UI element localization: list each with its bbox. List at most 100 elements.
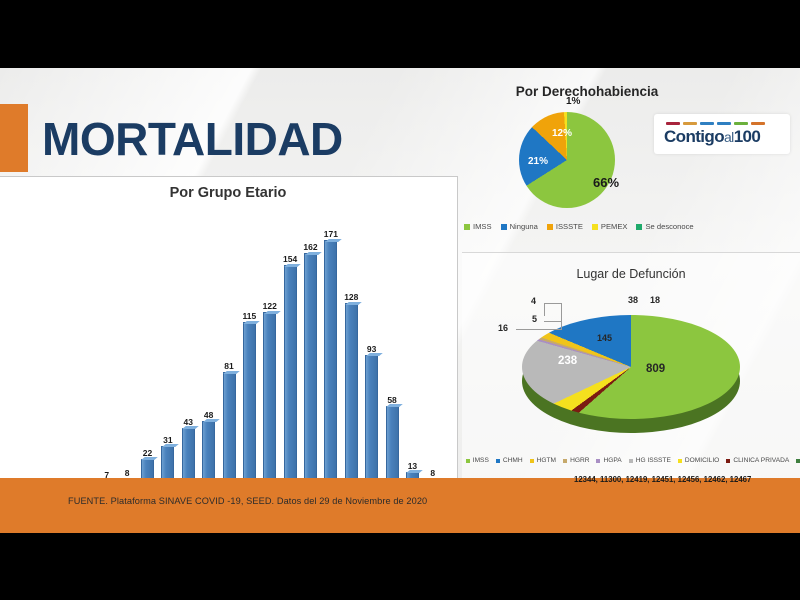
pie-slice-label-clinica-privada: 18 [650, 295, 661, 305]
bar-rect [283, 265, 297, 491]
pie-slice-label-ninguna: 21% [528, 156, 549, 167]
legend-item: CLINICA PRIVADA [726, 457, 789, 464]
legend-label: HGRR [570, 457, 590, 464]
bar-column: 162 [301, 209, 321, 491]
pie-slice-label-pemex: 1% [566, 96, 581, 107]
legend-swatch [796, 458, 800, 463]
legend-swatch [465, 458, 470, 463]
bar-value-label: 115 [242, 311, 257, 322]
legend-label: DOMICILIO [684, 457, 720, 464]
leader-line-hgpa-v [561, 303, 562, 329]
bar-column: 122 [260, 209, 280, 491]
legend-item: CHMH [495, 457, 523, 464]
legend-item: IMSS [464, 222, 492, 231]
bar-column: 48 [199, 209, 219, 491]
bar-value-label: 31 [163, 434, 173, 445]
legend-swatch [529, 458, 534, 463]
bar-rect [324, 240, 338, 491]
legend-item: HG ISSSTE [628, 457, 671, 464]
legend-swatch [628, 458, 633, 463]
lugar-defuncion-legend: IMSS CHMH HGTM HGRR HGPA HG ISSSTE DOMICILIO CL… [465, 457, 800, 464]
footer-codes-text: 12344, 11300, 12419, 12451, 12456, 12462… [574, 475, 752, 484]
legend-swatch [495, 458, 500, 463]
derechohabiencia-legend: IMSS Ninguna ISSSTE PEMEX Se desconoce [464, 222, 764, 231]
bar-chart-title: Por Grupo Etario [169, 185, 287, 201]
bar-column: 7 [97, 209, 117, 491]
pie-slice-label-imss: 809 [646, 363, 666, 375]
legend-item: ISSSTE [546, 222, 583, 231]
footer-band [0, 478, 800, 533]
bar-value-label: 122 [262, 301, 277, 312]
logo-dash [683, 122, 697, 125]
legend-label: Ninguna [509, 222, 538, 231]
presentation-slide: MORTALIDAD Por Grupo Etario 321378223143… [0, 68, 800, 533]
legend-item: HGTM [529, 457, 556, 464]
bar-column: 1 [56, 209, 76, 491]
lugar-defuncion-title: Lugar de Defunción [576, 267, 686, 281]
pie-slice-label-hgrr: 5 [532, 314, 538, 324]
bar-value-label: 154 [283, 254, 298, 265]
legend-swatch [591, 223, 598, 230]
bar-column: 81 [219, 209, 239, 491]
bar-rect [365, 354, 379, 491]
legend-swatch [500, 223, 507, 230]
legend-swatch [563, 458, 568, 463]
bar-column: 115 [239, 209, 259, 491]
page-title: MORTALIDAD [42, 113, 343, 165]
legend-swatch [464, 223, 470, 230]
leader-line-hgrr [544, 321, 562, 322]
bar-column: 22 [137, 209, 157, 491]
bar-rect [242, 322, 256, 491]
leader-line-hgpa [544, 303, 545, 316]
bar-column: 154 [280, 209, 300, 491]
logo-dash [666, 122, 680, 125]
legend-swatch [596, 458, 601, 463]
legend-swatch [636, 223, 643, 230]
logo-text: Contigoal100 [664, 127, 761, 147]
derechohabiencia-panel: Por Derechohabiencia 1% 66% 21% 12% IMSS… [462, 68, 800, 251]
bar-value-label: 171 [323, 229, 338, 240]
legend-label: HGPA [603, 457, 622, 464]
legend-item: Se desconoce [636, 222, 694, 231]
legend-swatch [546, 223, 553, 230]
letterbox-bottom-bar [0, 533, 800, 600]
bar-value-label: 81 [224, 361, 234, 372]
legend-label: ISSSTE [555, 222, 583, 231]
derechohabiencia-title: Por Derechohabiencia [515, 84, 659, 99]
bar-chart-plot-area: 3213782231434881115122154162171128935813… [15, 209, 443, 491]
bar-value-label: 58 [387, 394, 397, 405]
bar-value-label: 22 [142, 447, 153, 458]
logo-dash [717, 122, 731, 125]
bar-column: 58 [382, 209, 402, 491]
leader-line-hgtm [516, 329, 562, 330]
bar-rect [304, 253, 318, 491]
bar-value-label: 13 [407, 460, 418, 471]
bar-column: 43 [178, 209, 198, 491]
legend-item: PEMEX [591, 222, 627, 231]
legend-item: HGRR [563, 457, 589, 464]
bar-column: 8 [423, 209, 443, 491]
bar-column: 3 [76, 209, 96, 491]
legend-item: IMSS [465, 457, 489, 464]
lugar-defuncion-pie: 809 238 16 5 4 145 38 18 [498, 293, 762, 443]
logo-text-primary: Contigo [664, 127, 725, 146]
legend-item [796, 458, 800, 463]
pie-3d-top-face [522, 315, 740, 419]
legend-label: Se desconoce [645, 222, 694, 231]
bar-column: 3 [15, 209, 35, 491]
legend-swatch [677, 458, 682, 463]
bar-value-label: 8 [430, 468, 436, 479]
bar-value-label: 8 [124, 468, 130, 479]
legend-label: HG ISSSTE [635, 457, 671, 464]
logo-text-mid: al [724, 129, 734, 145]
bar-rect [263, 312, 277, 491]
bar-value-label: 48 [203, 409, 214, 420]
logo-dash [700, 122, 714, 125]
legend-item: HGPA [596, 457, 622, 464]
bar-value-label: 43 [183, 416, 193, 427]
bar-column: 93 [362, 209, 382, 491]
bar-rect [344, 303, 358, 491]
bar-column: 31 [158, 209, 178, 491]
pie-slice-label-issste: 12% [552, 128, 573, 139]
logo-text-suffix: 100 [733, 127, 761, 146]
